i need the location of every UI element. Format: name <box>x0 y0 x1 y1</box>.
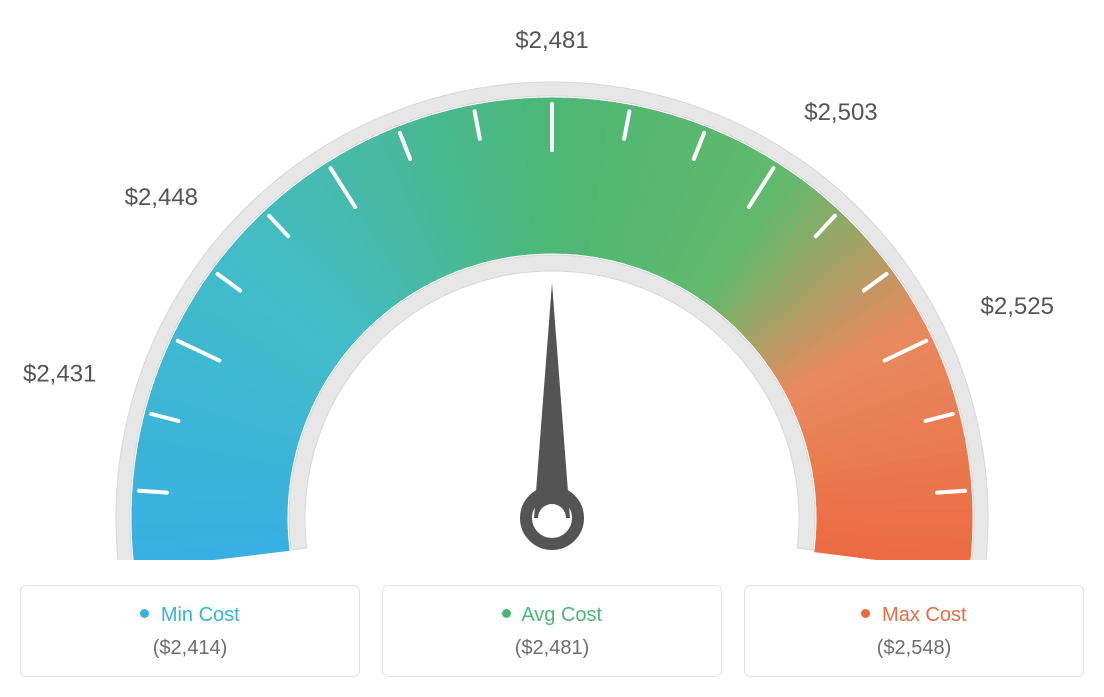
min-cost-value: ($2,414) <box>33 637 347 660</box>
avg-cost-value: ($2,481) <box>395 637 709 660</box>
max-cost-card: Max Cost ($2,548) <box>744 585 1084 677</box>
svg-text:$2,525: $2,525 <box>981 293 1054 320</box>
max-dot-icon <box>861 609 870 618</box>
min-cost-card: Min Cost ($2,414) <box>20 585 360 677</box>
min-dot-icon <box>140 609 149 618</box>
min-cost-label: Min Cost <box>161 604 240 626</box>
svg-text:$2,481: $2,481 <box>515 27 588 54</box>
svg-text:$2,448: $2,448 <box>125 184 198 211</box>
avg-cost-card: Avg Cost ($2,481) <box>382 585 722 677</box>
gauge-chart: $2,414$2,431$2,448$2,481$2,503$2,525$2,5… <box>20 20 1084 565</box>
avg-dot-icon <box>502 609 511 618</box>
max-cost-value: ($2,548) <box>757 637 1071 660</box>
gauge-svg: $2,414$2,431$2,448$2,481$2,503$2,525$2,5… <box>20 20 1084 560</box>
max-cost-label: Max Cost <box>882 604 966 626</box>
svg-text:$2,503: $2,503 <box>804 99 877 126</box>
svg-text:$2,431: $2,431 <box>23 360 96 387</box>
max-cost-title: Max Cost <box>757 604 1071 627</box>
avg-cost-label: Avg Cost <box>521 604 602 626</box>
legend-cards: Min Cost ($2,414) Avg Cost ($2,481) Max … <box>20 585 1084 677</box>
min-cost-title: Min Cost <box>33 604 347 627</box>
avg-cost-title: Avg Cost <box>395 604 709 627</box>
